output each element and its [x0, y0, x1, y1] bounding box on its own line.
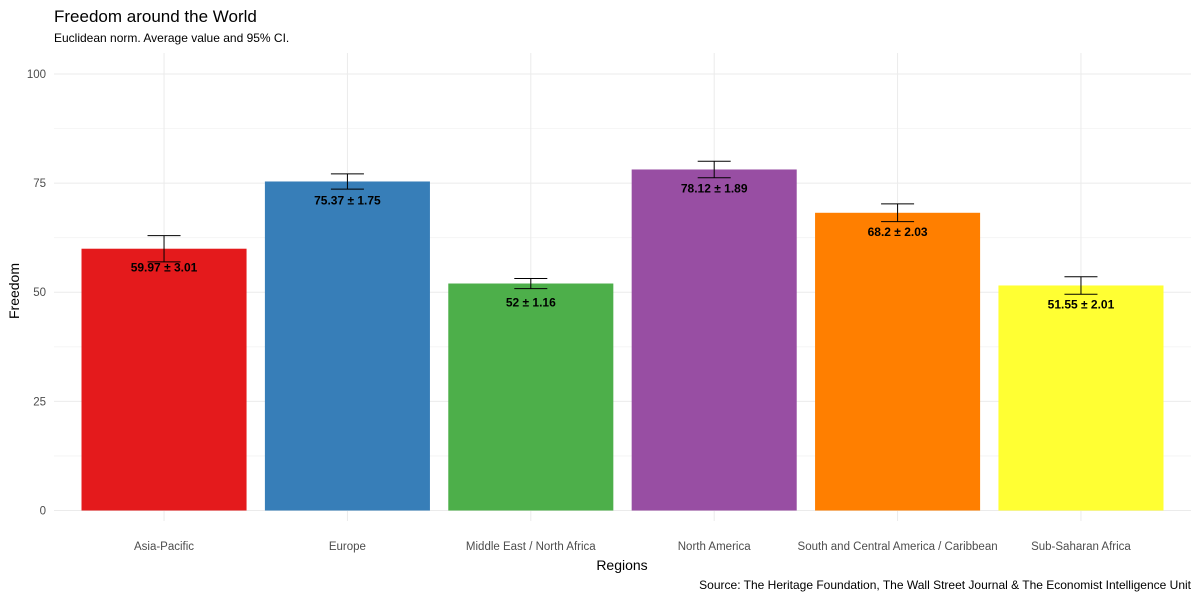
bar	[631, 169, 797, 511]
y-tick-label: 50	[33, 287, 46, 299]
bar	[815, 212, 981, 511]
x-axis-ticks: Asia-Pacific Europe Middle East / North Af…	[134, 541, 1131, 553]
error-bar	[147, 235, 181, 263]
error-bar	[881, 203, 915, 223]
error-bars	[147, 160, 1098, 295]
error-bar	[514, 277, 548, 290]
y-tick-label: 25	[33, 396, 46, 408]
bar	[448, 283, 614, 511]
data-label: 75.37 ± 1.75	[314, 193, 381, 207]
chart-title: Freedom around the World	[54, 7, 257, 26]
data-label: 68.2 ± 2.03	[868, 225, 928, 239]
x-tick-label: South and Central America / Caribbean	[798, 541, 998, 553]
data-label: 51.55 ± 2.01	[1048, 297, 1115, 311]
data-label: 78.12 ± 1.89	[681, 181, 748, 195]
bar	[264, 181, 430, 511]
y-axis-ticks: 0 25 50 75 100	[27, 69, 46, 518]
bars	[81, 169, 1164, 511]
x-tick-label: Middle East / North Africa	[466, 541, 596, 553]
bar	[81, 248, 247, 511]
chart-subtitle: Euclidean norm. Average value and 95% CI…	[54, 31, 289, 45]
bar	[998, 285, 1164, 511]
y-tick-label: 75	[33, 178, 46, 190]
error-bar	[1064, 276, 1098, 295]
error-bar	[697, 160, 731, 179]
error-bar	[330, 173, 364, 190]
y-tick-label: 0	[40, 506, 46, 518]
data-label: 59.97 ± 3.01	[131, 261, 198, 275]
x-tick-label: Sub-Saharan Africa	[1031, 541, 1131, 553]
x-tick-label: North America	[678, 541, 751, 553]
x-tick-label: Asia-Pacific	[134, 541, 194, 553]
y-axis-title: Freedom	[6, 263, 22, 319]
x-axis-title: Regions	[596, 557, 647, 573]
data-labels: 59.97 ± 3.01 75.37 ± 1.75 52 ± 1.16 78.12 ±…	[131, 181, 1115, 311]
data-label: 52 ± 1.16	[506, 296, 556, 310]
y-tick-label: 100	[27, 69, 46, 81]
x-tick-label: Europe	[329, 541, 366, 553]
chart-caption: Source: The Heritage Foundation, The Wal…	[699, 578, 1191, 592]
